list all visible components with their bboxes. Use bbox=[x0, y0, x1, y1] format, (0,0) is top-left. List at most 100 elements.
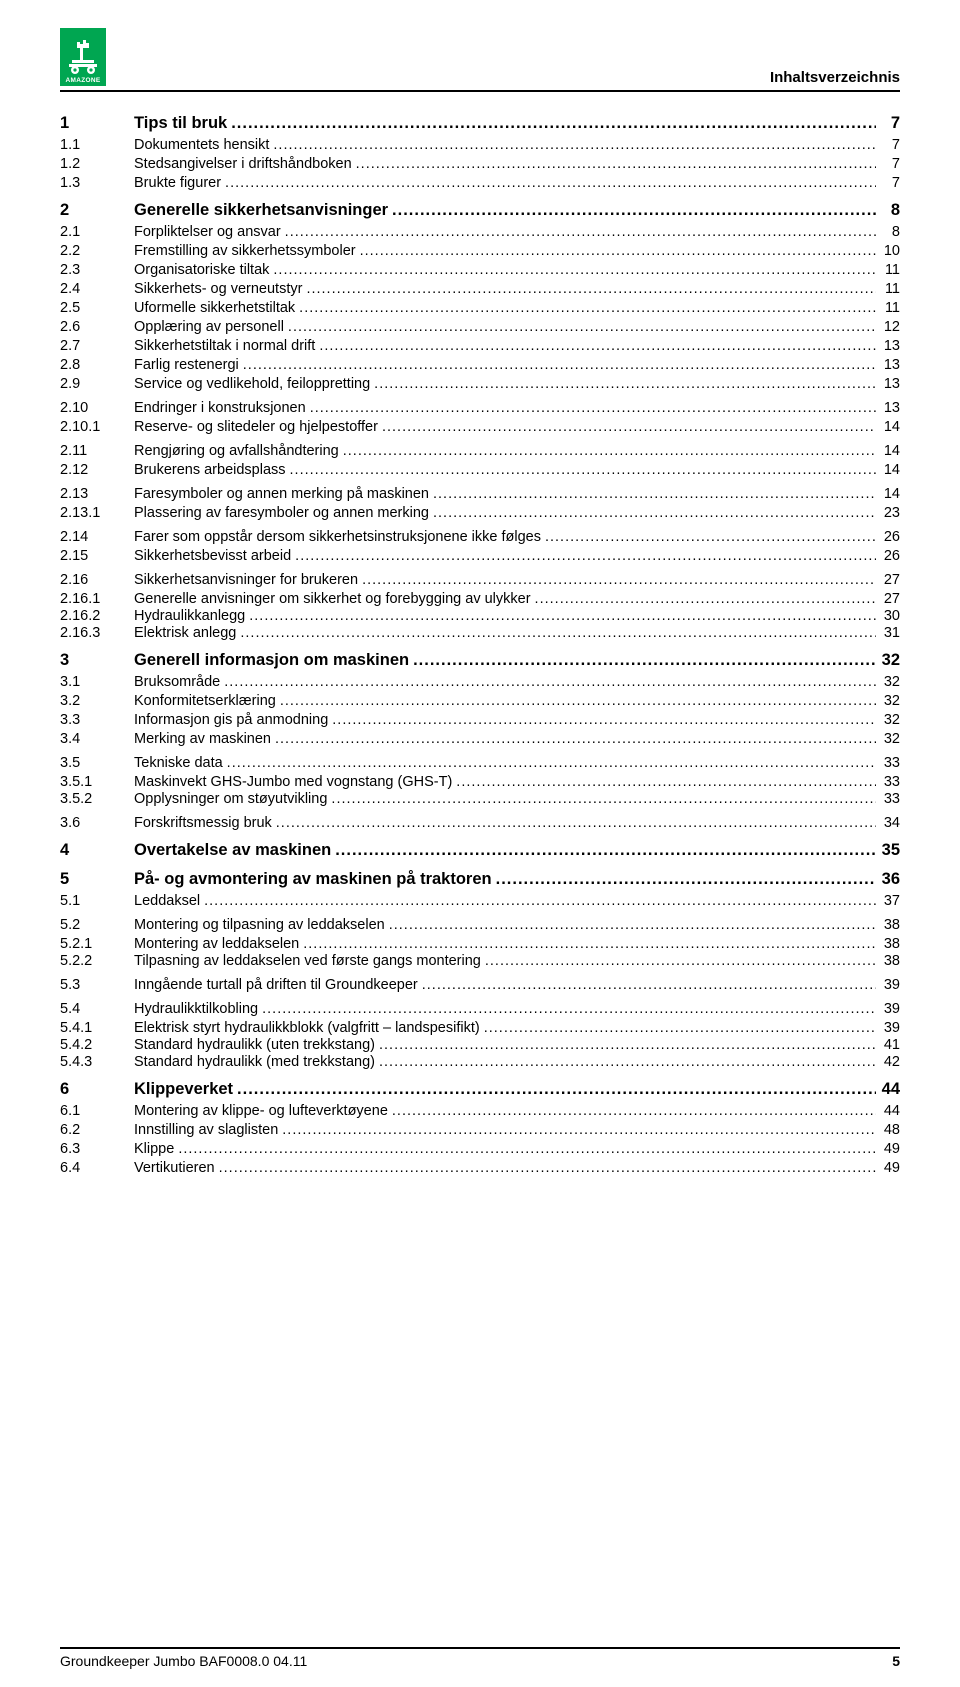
toc-entry-number: 1.1 bbox=[60, 137, 134, 153]
toc-entry-page: 11 bbox=[876, 281, 900, 297]
toc-entry-title: Brukerens arbeidsplass bbox=[134, 462, 286, 478]
toc-entry: 5På- og avmontering av maskinen på trakt… bbox=[60, 870, 900, 889]
toc-entry-number: 2.16 bbox=[60, 572, 134, 588]
toc-leader-dots bbox=[481, 953, 876, 969]
toc-entry: 2.12Brukerens arbeidsplass14 bbox=[60, 462, 900, 478]
toc-leader-dots bbox=[531, 591, 876, 607]
toc-entry: 5.2.1Montering av leddakselen38 bbox=[60, 936, 900, 952]
toc-entry-page: 39 bbox=[876, 1020, 900, 1036]
toc-entry: 3.2Konformitetserklæring32 bbox=[60, 693, 900, 709]
toc-leader-dots bbox=[375, 1054, 876, 1070]
toc-leader-dots bbox=[385, 917, 876, 933]
toc-entry-page: 13 bbox=[876, 376, 900, 392]
toc-leader-dots bbox=[223, 755, 876, 771]
toc-entry-title: Hydraulikktilkobling bbox=[134, 1001, 258, 1017]
toc-leader-dots bbox=[429, 505, 876, 521]
toc-leader-dots bbox=[215, 1160, 876, 1176]
toc-entry: 2.3Organisatoriske tiltak11 bbox=[60, 262, 900, 278]
toc-entry-page: 38 bbox=[876, 953, 900, 969]
toc-entry-number: 3.5.1 bbox=[60, 774, 134, 790]
toc-entry-number: 3.5 bbox=[60, 755, 134, 771]
toc-entry: 2.13Faresymboler og annen merking på mas… bbox=[60, 486, 900, 502]
toc-entry: 3.5.1Maskinvekt GHS-Jumbo med vognstang … bbox=[60, 774, 900, 790]
brand-logo: AMAZONE bbox=[60, 28, 106, 86]
toc-leader-dots bbox=[358, 572, 876, 588]
toc-entry-page: 26 bbox=[876, 529, 900, 545]
toc-entry: 3.3Informasjon gis på anmodning32 bbox=[60, 712, 900, 728]
toc-entry-number: 5.4 bbox=[60, 1001, 134, 1017]
toc-entry-page: 11 bbox=[876, 262, 900, 278]
toc-entry-page: 38 bbox=[876, 936, 900, 952]
toc-entry-page: 14 bbox=[876, 443, 900, 459]
toc-entry-number: 5 bbox=[60, 870, 134, 889]
toc-entry-number: 3 bbox=[60, 651, 134, 670]
toc-entry-title: Inngående turtall på driften til Groundk… bbox=[134, 977, 418, 993]
toc-entry: 2.11Rengjøring og avfallshåndtering14 bbox=[60, 443, 900, 459]
toc-entry-title: Klippeverket bbox=[134, 1080, 233, 1099]
toc-entry-number: 2.3 bbox=[60, 262, 134, 278]
toc-entry-page: 32 bbox=[876, 712, 900, 728]
toc-entry-title: Forpliktelser og ansvar bbox=[134, 224, 281, 240]
toc-entry-title: Forskriftsmessig bruk bbox=[134, 815, 272, 831]
toc-leader-dots bbox=[541, 529, 876, 545]
toc-entry: 6.4Vertikutieren49 bbox=[60, 1160, 900, 1176]
toc-entry-number: 6.1 bbox=[60, 1103, 134, 1119]
toc-entry-title: Standard hydraulikk (med trekkstang) bbox=[134, 1054, 375, 1070]
toc-entry-number: 2.1 bbox=[60, 224, 134, 240]
toc-leader-dots bbox=[480, 1020, 876, 1036]
toc-entry: 2.13.1Plassering av faresymboler og anne… bbox=[60, 505, 900, 521]
toc-leader-dots bbox=[352, 156, 876, 172]
toc-leader-dots bbox=[327, 791, 876, 807]
toc-leader-dots bbox=[299, 936, 876, 952]
toc-entry-number: 3.5.2 bbox=[60, 791, 134, 807]
toc-leader-dots bbox=[233, 1080, 876, 1099]
toc-entry: 5.4.2Standard hydraulikk (uten trekkstan… bbox=[60, 1037, 900, 1053]
toc-entry-title: Farer som oppstår dersom sikkerhetsinstr… bbox=[134, 529, 541, 545]
toc-leader-dots bbox=[258, 1001, 876, 1017]
toc-leader-dots bbox=[306, 400, 876, 416]
toc-entry: 5.4Hydraulikktilkobling 39 bbox=[60, 1001, 900, 1017]
toc-entry-number: 3.6 bbox=[60, 815, 134, 831]
toc-leader-dots bbox=[221, 175, 876, 191]
toc-entry-page: 8 bbox=[876, 201, 900, 220]
toc-entry-title: Uformelle sikkerhetstiltak bbox=[134, 300, 295, 316]
toc-entry-page: 39 bbox=[876, 1001, 900, 1017]
toc-entry-page: 30 bbox=[876, 608, 900, 624]
toc-entry: 2.1Forpliktelser og ansvar8 bbox=[60, 224, 900, 240]
toc-entry-title: Vertikutieren bbox=[134, 1160, 215, 1176]
toc-leader-dots bbox=[295, 300, 876, 316]
toc-entry-title: Rengjøring og avfallshåndtering bbox=[134, 443, 339, 459]
toc-entry-page: 36 bbox=[876, 870, 900, 889]
toc-entry-title: Endringer i konstruksjonen bbox=[134, 400, 306, 416]
toc-entry: 2.16Sikkerhetsanvisninger for brukeren27 bbox=[60, 572, 900, 588]
toc-entry-number: 6.2 bbox=[60, 1122, 134, 1138]
toc-entry-title: Sikkerhets- og verneutstyr bbox=[134, 281, 302, 297]
toc-entry-title: Generelle anvisninger om sikkerhet og fo… bbox=[134, 591, 531, 607]
toc-entry-page: 49 bbox=[876, 1160, 900, 1176]
toc-entry-title: Tekniske data bbox=[134, 755, 223, 771]
toc-entry-title: Montering av klippe- og lufteverktøyene bbox=[134, 1103, 388, 1119]
toc-entry-page: 14 bbox=[876, 419, 900, 435]
toc-leader-dots bbox=[328, 712, 876, 728]
toc-entry-title: Faresymboler og annen merking på maskine… bbox=[134, 486, 429, 502]
toc-entry-title: Opplysninger om støyutvikling bbox=[134, 791, 327, 807]
toc-entry-title: Standard hydraulikk (uten trekkstang) bbox=[134, 1037, 375, 1053]
toc-entry-title: Tilpasning av leddakselen ved første gan… bbox=[134, 953, 481, 969]
toc-entry: 2.14Farer som oppstår dersom sikkerhetsi… bbox=[60, 529, 900, 545]
toc-entry-page: 33 bbox=[876, 755, 900, 771]
toc-entry-title: Plassering av faresymboler og annen merk… bbox=[134, 505, 429, 521]
toc-entry-number: 5.4.2 bbox=[60, 1037, 134, 1053]
toc-entry-title: Overtakelse av maskinen bbox=[134, 841, 331, 860]
toc-entry-page: 27 bbox=[876, 591, 900, 607]
toc-leader-dots bbox=[236, 625, 876, 641]
toc-leader-dots bbox=[174, 1141, 876, 1157]
toc-entry-title: Bruksområde bbox=[134, 674, 220, 690]
toc-leader-dots bbox=[271, 731, 876, 747]
toc-entry-page: 13 bbox=[876, 400, 900, 416]
toc-entry-number: 2.15 bbox=[60, 548, 134, 564]
toc-entry-number: 5.2.2 bbox=[60, 953, 134, 969]
toc-entry-number: 1.2 bbox=[60, 156, 134, 172]
toc-leader-dots bbox=[302, 281, 876, 297]
toc-entry-number: 2.12 bbox=[60, 462, 134, 478]
toc-entry-title: Konformitetserklæring bbox=[134, 693, 276, 709]
